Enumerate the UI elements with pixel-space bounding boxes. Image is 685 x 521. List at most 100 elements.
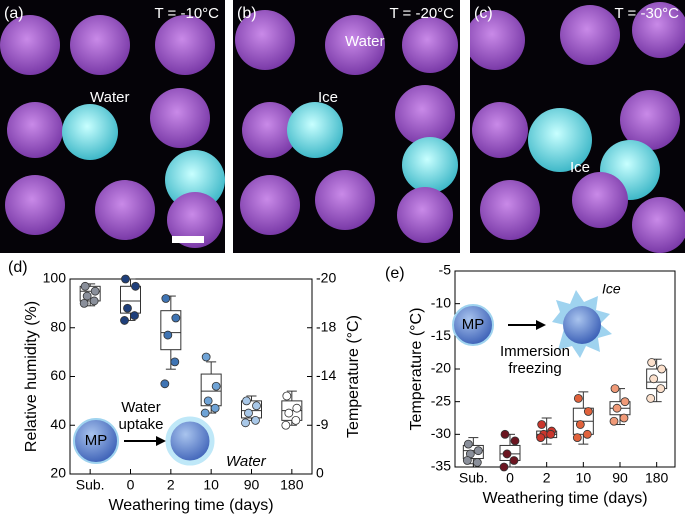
data-point [252,401,261,411]
particle [155,15,215,75]
data-point [583,407,593,416]
particle [480,180,540,240]
data-point [649,374,659,384]
y2-axis-label: Temperature (°C) [345,315,362,438]
data-point [582,429,592,439]
inset-text: Water [121,399,160,416]
data-point [170,357,180,367]
particle [7,102,63,158]
image-panel: (b) T = -20°C [233,0,460,253]
particle [397,187,453,243]
particle [95,180,155,240]
data-point [130,311,139,320]
particle [632,2,685,58]
y-tick-label: -5 [439,262,452,278]
data-point [573,393,583,403]
particle [472,102,528,158]
data-point [89,296,99,306]
particle [395,85,455,145]
data-point [242,396,251,406]
x-tick-label: 10 [576,470,592,486]
arrow-head [156,436,166,446]
x-tick-label: 90 [244,477,260,493]
x-tick-label: Sub. [459,470,488,486]
image-note: Water [345,33,384,50]
particle [287,102,343,158]
data-point [201,352,211,362]
panel-temperature: T = -30°C [615,5,680,22]
data-point [80,281,90,291]
image-note: Ice [570,159,590,176]
panel-label: (e) [385,265,405,282]
data-point [499,462,509,472]
inset-text: Ice [602,281,621,297]
x-tick-label: 180 [645,470,669,486]
particle [402,137,458,193]
particle [528,108,592,172]
data-point [210,403,220,413]
x-tick-label: 0 [506,470,514,486]
x-tick-label: 0 [127,477,135,493]
data-point [612,403,622,413]
x-tick-label: Sub. [76,477,105,493]
x-tick-label: 2 [543,470,551,486]
data-point [282,391,292,401]
inset-text: uptake [118,416,163,433]
y-tick-label: 60 [50,367,66,383]
data-point [647,358,657,367]
data-point [473,446,483,456]
y-axis-label: Relative humidity (%) [23,301,40,452]
y2-tick-label: 0 [316,465,324,481]
data-point [536,433,546,443]
panel-label: (b) [237,5,257,22]
inset-text: MP [85,432,108,449]
particle [632,197,685,253]
particle [242,102,298,158]
x-axis-label: Weathering time (days) [482,490,647,507]
data-point [657,364,667,374]
image-note: Ice [318,89,338,106]
particle [150,88,210,148]
y-tick-label: 100 [43,270,67,286]
data-point [123,303,132,313]
data-point [120,316,129,325]
particle [315,170,375,230]
particle [325,15,385,75]
y2-tick-label: -9 [316,416,329,432]
y2-tick-label: -14 [316,367,336,383]
y-tick-label: 20 [50,465,66,481]
x-axis-label: Weathering time (days) [108,497,273,514]
data-point [121,274,130,284]
data-point [160,379,170,389]
data-point [291,415,301,425]
y-axis-label: Temperature (°C) [408,308,425,431]
data-point [200,408,210,418]
data-point [572,433,582,443]
data-point [163,330,173,340]
data-point [575,420,585,429]
panel-label: (c) [474,5,493,22]
particle [70,15,130,75]
image-panel: (c) T = -30°C [470,0,685,253]
data-point [619,413,629,423]
mp-particle [452,304,494,346]
data-point [284,408,294,418]
data-point [537,420,547,429]
x-tick-label: 10 [203,477,219,493]
scale-bar [172,236,204,243]
data-point [462,456,472,465]
particle [5,175,65,235]
y2-tick-label: -20 [316,270,336,286]
data-point [610,384,620,394]
panel-label: (a) [4,5,24,22]
particle [240,175,300,235]
inset-text: freezing [508,360,561,377]
particle [620,90,680,150]
particle [560,5,620,65]
data-point [656,384,666,394]
data-point [472,458,482,467]
data-point [609,416,619,426]
mp-particle [73,418,119,464]
particle [470,10,525,70]
